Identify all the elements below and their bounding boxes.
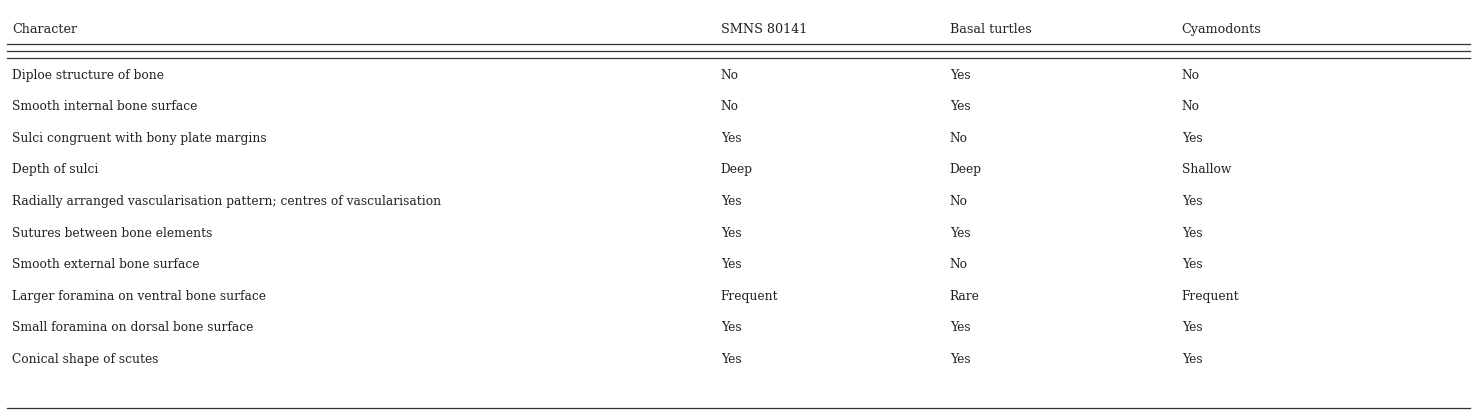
Text: Rare: Rare xyxy=(950,290,979,303)
Text: Yes: Yes xyxy=(1182,258,1202,271)
Text: Diploe structure of bone: Diploe structure of bone xyxy=(12,69,164,82)
Text: Yes: Yes xyxy=(721,353,741,366)
Text: Deep: Deep xyxy=(950,163,982,176)
Text: Frequent: Frequent xyxy=(721,290,778,303)
Text: Sutures between bone elements: Sutures between bone elements xyxy=(12,227,213,240)
Text: Larger foramina on ventral bone surface: Larger foramina on ventral bone surface xyxy=(12,290,266,303)
Text: Yes: Yes xyxy=(721,321,741,334)
Text: Yes: Yes xyxy=(721,227,741,240)
Text: Sulci congruent with bony plate margins: Sulci congruent with bony plate margins xyxy=(12,132,266,145)
Text: Yes: Yes xyxy=(721,132,741,145)
Text: No: No xyxy=(1182,100,1199,113)
Text: Yes: Yes xyxy=(1182,195,1202,208)
Text: Yes: Yes xyxy=(721,258,741,271)
Text: Yes: Yes xyxy=(950,227,970,240)
Text: Deep: Deep xyxy=(721,163,753,176)
Text: Character: Character xyxy=(12,23,77,36)
Text: Radially arranged vascularisation pattern; centres of vascularisation: Radially arranged vascularisation patter… xyxy=(12,195,442,208)
Text: Yes: Yes xyxy=(1182,353,1202,366)
Text: No: No xyxy=(1182,69,1199,82)
Text: Yes: Yes xyxy=(950,321,970,334)
Text: Yes: Yes xyxy=(950,69,970,82)
Text: No: No xyxy=(950,195,967,208)
Text: No: No xyxy=(950,132,967,145)
Text: Yes: Yes xyxy=(721,195,741,208)
Text: Shallow: Shallow xyxy=(1182,163,1230,176)
Text: Yes: Yes xyxy=(1182,227,1202,240)
Text: Depth of sulci: Depth of sulci xyxy=(12,163,97,176)
Text: Yes: Yes xyxy=(1182,132,1202,145)
Text: Yes: Yes xyxy=(950,100,970,113)
Text: Smooth internal bone surface: Smooth internal bone surface xyxy=(12,100,198,113)
Text: No: No xyxy=(721,69,738,82)
Text: Small foramina on dorsal bone surface: Small foramina on dorsal bone surface xyxy=(12,321,253,334)
Text: Yes: Yes xyxy=(1182,321,1202,334)
Text: Conical shape of scutes: Conical shape of scutes xyxy=(12,353,158,366)
Text: No: No xyxy=(721,100,738,113)
Text: No: No xyxy=(950,258,967,271)
Text: Cyamodonts: Cyamodonts xyxy=(1182,23,1261,36)
Text: Basal turtles: Basal turtles xyxy=(950,23,1031,36)
Text: Yes: Yes xyxy=(950,353,970,366)
Text: Frequent: Frequent xyxy=(1182,290,1239,303)
Text: Smooth external bone surface: Smooth external bone surface xyxy=(12,258,199,271)
Text: SMNS 80141: SMNS 80141 xyxy=(721,23,806,36)
